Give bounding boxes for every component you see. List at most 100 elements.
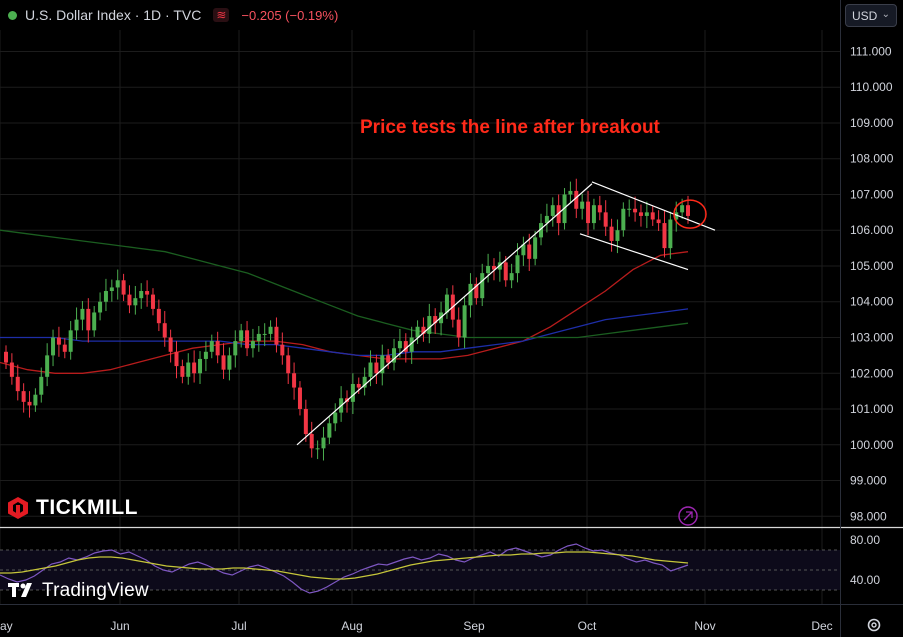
candle-body xyxy=(133,298,138,306)
candle-body xyxy=(462,305,467,338)
symbol-badge: ≋ xyxy=(213,8,230,22)
price-tick-label: 106.000 xyxy=(850,223,894,237)
rsi-pane: 80.00 40.00 xyxy=(0,533,880,594)
tickmill-logo-icon xyxy=(8,497,28,519)
candle-body xyxy=(39,376,44,395)
candle-body xyxy=(280,344,285,356)
ma-line xyxy=(0,229,689,339)
channel-lines xyxy=(296,181,716,446)
currency-button[interactable]: USD ⌄ xyxy=(845,4,897,27)
time-tick-label: Nov xyxy=(694,619,715,633)
candle-body xyxy=(186,362,191,377)
price-tick-label: 105.000 xyxy=(850,259,894,273)
event-icon[interactable] xyxy=(678,506,698,526)
moving-averages xyxy=(0,229,689,374)
candle-body xyxy=(86,308,91,331)
candle-body xyxy=(638,212,643,216)
candle-body xyxy=(491,265,496,270)
candle-body xyxy=(192,362,197,374)
candle-body xyxy=(356,383,361,388)
candle-body xyxy=(198,358,203,374)
candle-body xyxy=(15,376,20,392)
candle-body xyxy=(427,316,432,334)
candle-body xyxy=(256,333,261,342)
channel-line[interactable] xyxy=(579,233,689,271)
price-tick-label: 99.000 xyxy=(850,474,887,488)
candle-body xyxy=(380,355,385,374)
candles xyxy=(4,178,690,461)
candle-body xyxy=(486,265,491,274)
currency-label: USD xyxy=(852,8,878,23)
candle-body xyxy=(609,226,614,241)
rsi-tick-label: 40.00 xyxy=(850,573,880,587)
candle-body xyxy=(597,205,602,213)
candle-body xyxy=(650,212,655,220)
channel-line[interactable] xyxy=(296,183,593,446)
ma-line xyxy=(0,308,689,357)
candle-body xyxy=(250,341,255,349)
candle-body xyxy=(580,201,585,209)
candle-body xyxy=(456,319,461,338)
candle-body xyxy=(668,219,673,249)
candle-body xyxy=(480,273,485,299)
candle-body xyxy=(539,223,544,238)
price-tick-label: 101.000 xyxy=(850,402,894,416)
chart-header: U.S. Dollar Index · 1D · TVC ≋ −0.205 (−… xyxy=(0,0,338,30)
tradingview-watermark: TradingView xyxy=(8,580,149,602)
candle-body xyxy=(615,230,620,241)
price-tick-label: 103.000 xyxy=(850,330,894,344)
candle-body xyxy=(591,205,596,224)
ma-line xyxy=(0,251,689,374)
candle-body xyxy=(568,190,573,195)
candle-body xyxy=(127,294,132,306)
rsi-line xyxy=(0,543,689,594)
candle-body xyxy=(444,294,449,313)
candle-body xyxy=(515,255,520,274)
price-tick-label: 108.000 xyxy=(850,152,894,166)
candle-body xyxy=(433,316,438,324)
candle-body xyxy=(80,308,85,320)
settings-gear-icon[interactable] xyxy=(866,617,882,633)
candle-body xyxy=(409,337,414,352)
candle-body xyxy=(162,323,167,338)
brand-logo: TICKMILL xyxy=(6,496,138,520)
price-change: −0.205 (−0.19%) xyxy=(241,7,339,23)
rsi-line xyxy=(0,551,689,580)
price-tick-label: 100.000 xyxy=(850,438,894,452)
candle-body xyxy=(644,212,649,216)
chevron-down-icon: ⌄ xyxy=(881,9,890,20)
candle-body xyxy=(150,294,155,309)
candle-body xyxy=(386,355,391,363)
symbol-title[interactable]: U.S. Dollar Index · 1D · TVC xyxy=(25,7,202,23)
tradingview-logo-icon xyxy=(8,583,32,597)
candle-body xyxy=(509,273,514,281)
price-tick-label: 109.000 xyxy=(850,116,894,130)
candle-body xyxy=(268,326,273,334)
time-tick-label: Jul xyxy=(231,619,246,633)
annotation-text: Price tests the line after breakout xyxy=(360,117,661,138)
candle-body xyxy=(180,366,185,377)
candle-body xyxy=(421,326,426,334)
candle-body xyxy=(239,330,244,342)
candle-body xyxy=(415,326,420,338)
time-tick-label: Dec xyxy=(811,619,832,633)
candle-body xyxy=(51,337,56,356)
candle-body xyxy=(215,341,220,356)
candle-body xyxy=(686,205,690,216)
candle-body xyxy=(4,351,8,363)
channel-line[interactable] xyxy=(591,181,716,231)
candle-body xyxy=(503,262,508,281)
time-axis: ay Jun Jul Aug Sep Oct Nov Dec xyxy=(0,619,833,633)
candle-body xyxy=(303,409,308,435)
candle-body xyxy=(174,351,179,367)
tradingview-name: TradingView xyxy=(42,580,149,601)
price-tick-label: 104.000 xyxy=(850,295,894,309)
candle-body xyxy=(556,205,561,224)
candle-body xyxy=(656,219,661,224)
candle-body xyxy=(468,283,473,306)
time-tick-label: Oct xyxy=(578,619,597,633)
candle-body xyxy=(403,341,408,352)
candle-body xyxy=(350,383,355,402)
candle-body xyxy=(56,337,61,345)
